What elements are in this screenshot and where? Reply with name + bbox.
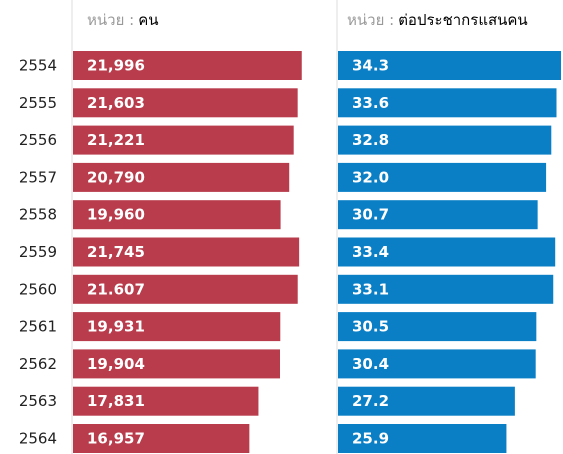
value-label: 21,996: [87, 57, 145, 75]
value-label: 25.9: [352, 430, 389, 448]
bar: [338, 424, 507, 453]
bar: [73, 88, 298, 118]
y-tick-label: 2562: [19, 355, 57, 373]
y-tick-label: 2554: [19, 57, 57, 75]
unit-header: หน่วย : คน: [87, 11, 158, 29]
unit-header: หน่วย : ต่อประชากรแสนคน: [347, 11, 528, 29]
value-label: 17,831: [87, 392, 145, 410]
y-tick-label: 2557: [19, 168, 57, 186]
unit-prefix: หน่วย :: [347, 11, 394, 29]
bar: [338, 349, 536, 379]
value-label: 21,745: [87, 243, 145, 261]
value-label: 20,790: [87, 168, 145, 186]
y-tick-label: 2561: [19, 318, 57, 336]
bar: [338, 200, 538, 230]
value-label: 19,931: [87, 318, 145, 336]
bar: [73, 386, 259, 416]
unit-prefix: หน่วย :: [87, 11, 134, 29]
unit: คน: [138, 11, 158, 29]
value-label: 32.8: [352, 131, 389, 149]
y-tick-label: 2564: [19, 430, 57, 448]
bar: [73, 424, 250, 453]
value-label: 21,603: [87, 94, 145, 112]
value-label: 16,957: [87, 430, 145, 448]
value-label: 19,904: [87, 355, 145, 373]
value-label: 27.2: [352, 392, 389, 410]
value-label: 32.0: [352, 168, 389, 186]
bar: [338, 312, 537, 342]
y-tick-label: 2558: [19, 206, 57, 224]
value-label: 34.3: [352, 57, 389, 75]
value-label: 30.7: [352, 206, 389, 224]
bar: [73, 162, 290, 192]
bar: [73, 312, 281, 342]
value-label: 33.1: [352, 280, 389, 298]
value-label: 33.6: [352, 94, 389, 112]
bar: [338, 162, 547, 192]
bar: [73, 237, 300, 267]
y-tick-label: 2555: [19, 94, 57, 112]
value-label: 21.607: [87, 280, 145, 298]
bar: [338, 386, 515, 416]
bar: [338, 274, 554, 304]
y-tick-label: 2563: [19, 392, 57, 410]
bar: [338, 125, 552, 155]
value-label: 30.4: [352, 355, 389, 373]
value-label: 30.5: [352, 318, 389, 336]
bar: [73, 51, 302, 80]
value-label: 19,960: [87, 206, 145, 224]
y-tick-label: 2556: [19, 131, 57, 149]
unit: ต่อประชากรแสนคน: [398, 11, 528, 29]
y-tick-label: 2560: [19, 280, 57, 298]
bar: [338, 88, 557, 118]
bar: [73, 200, 281, 230]
bar: [73, 274, 298, 304]
bar: [338, 237, 556, 267]
y-tick-label: 2559: [19, 243, 57, 261]
value-label: 33.4: [352, 243, 389, 261]
bar: [73, 349, 281, 379]
bar: [73, 125, 294, 155]
bar: [338, 51, 562, 80]
value-label: 21,221: [87, 131, 145, 149]
